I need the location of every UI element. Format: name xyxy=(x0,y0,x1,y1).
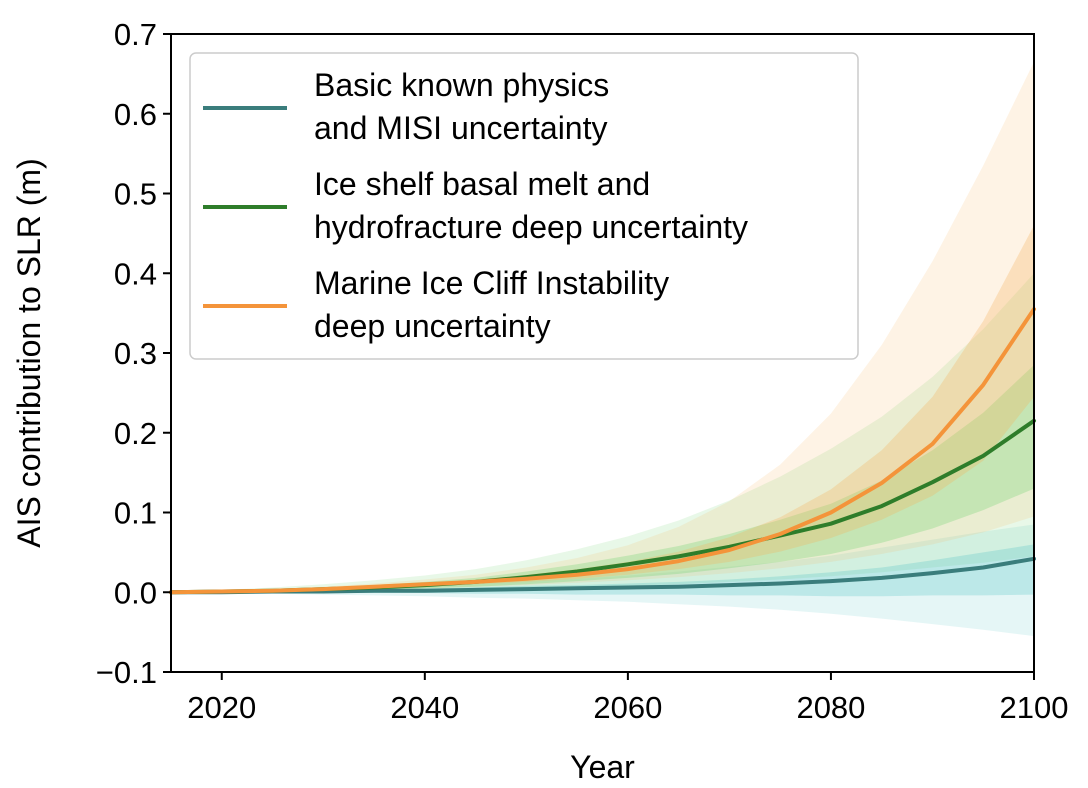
y-tick-label: 0.3 xyxy=(114,336,157,371)
legend-item-marine-ice-cliff-instability: Marine Ice Cliff Instability deep uncerta… xyxy=(203,265,669,344)
x-axis: 2020 2040 2060 2080 2100 xyxy=(187,672,1068,725)
y-tick-label: 0.0 xyxy=(114,575,157,610)
y-tick-label: 0.4 xyxy=(114,256,157,291)
x-tick-label: 2060 xyxy=(593,690,662,725)
y-tick-label: 0.1 xyxy=(114,496,157,531)
y-axis: −0.1 0.0 0.1 0.2 0.3 0.4 0.5 0.6 0.7 xyxy=(96,17,171,690)
y-tick-label: 0.7 xyxy=(114,17,157,52)
x-tick-label: 2100 xyxy=(1000,690,1069,725)
y-axis-label: AIS contribution to SLR (m) xyxy=(11,158,47,547)
legend-label: deep uncertainty xyxy=(314,308,551,344)
legend-label: hydrofracture deep uncertainty xyxy=(314,209,748,245)
y-tick-label: 0.6 xyxy=(114,97,157,132)
median-lines xyxy=(169,307,1036,595)
outer-band-ice-shelf-basal-melt-and xyxy=(171,273,1034,593)
legend-label: and MISI uncertainty xyxy=(314,110,607,146)
legend-item-basic-known-physics: Basic known physics and MISI uncertainty xyxy=(203,67,609,146)
x-tick-label: 2080 xyxy=(796,690,865,725)
outer-band-basic-known-physics xyxy=(171,524,1034,637)
legend: Basic known physics and MISI uncertainty I… xyxy=(189,52,859,360)
legend-frame xyxy=(189,52,859,360)
x-tick-label: 2040 xyxy=(390,690,459,725)
inner-band-ice-shelf-basal-melt-and xyxy=(171,365,1034,593)
x-axis-label: Year xyxy=(570,749,635,785)
legend-label: Marine Ice Cliff Instability xyxy=(314,265,669,301)
x-tick-label: 2020 xyxy=(187,690,256,725)
median-line-marine-ice-cliff-instability xyxy=(169,307,1036,595)
median-line-basic-known-physics xyxy=(169,556,1036,595)
inner-band-marine-ice-cliff-instability xyxy=(171,225,1034,593)
y-tick-label: 0.5 xyxy=(114,177,157,212)
y-tick-label: 0.2 xyxy=(114,416,157,451)
y-tick-label: −0.1 xyxy=(96,655,157,690)
outer-band-marine-ice-cliff-instability xyxy=(171,61,1034,593)
legend-item-ice-shelf-basal-melt-and: Ice shelf basal melt and hydrofracture de… xyxy=(203,166,748,245)
legend-label: Basic known physics xyxy=(314,67,609,103)
legend-label: Ice shelf basal melt and xyxy=(314,166,650,202)
